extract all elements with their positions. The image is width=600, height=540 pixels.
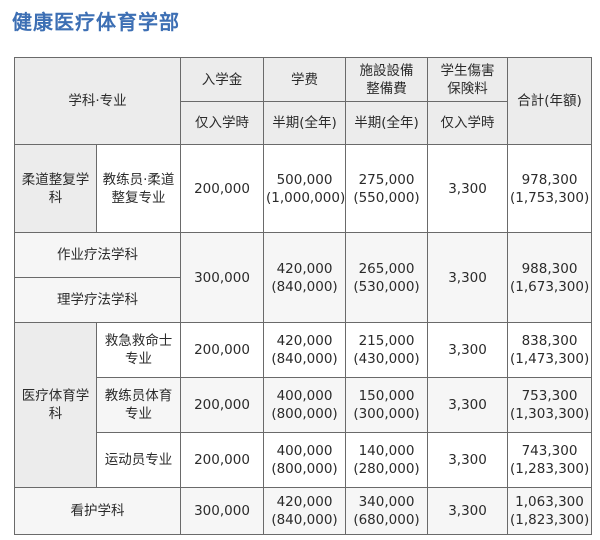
- admission-cell: 300,000: [180, 232, 265, 323]
- header-insurance-line2: 保険料: [447, 80, 488, 97]
- tuition-half: 500,000: [276, 171, 333, 188]
- facility-year: (530,000): [353, 278, 420, 295]
- tuition-cell: 400,000 (800,000): [263, 432, 347, 488]
- subheader-facility: 半期(全年): [345, 101, 429, 145]
- tuition-half: 420,000: [276, 260, 333, 277]
- header-dept: 学科·专业: [13, 57, 182, 145]
- admission-cell: 200,000: [180, 377, 265, 433]
- admission-cell: 200,000: [180, 144, 265, 233]
- admission-cell: 300,000: [180, 487, 265, 535]
- total-cell: 1,063,300 (1,823,300): [507, 487, 593, 535]
- facility-cell: 215,000 (430,000): [345, 322, 429, 378]
- tuition-cell: 420,000 (840,000): [263, 322, 347, 378]
- course-label: 运动员专业: [95, 432, 182, 488]
- tuition-year: (840,000): [271, 278, 338, 295]
- total-year: (1,473,300): [510, 351, 590, 367]
- insurance-cell: 3,300: [427, 144, 509, 233]
- table-row: 作业疗法学科 300,000 420,000 (840,000) 265,000…: [13, 232, 593, 323]
- insurance-cell: 3,300: [427, 487, 509, 535]
- dept-label: 理学疗法学科: [13, 277, 182, 323]
- tuition-half: 420,000: [276, 333, 333, 349]
- total-cell: 988,300 (1,673,300): [507, 232, 593, 323]
- total-year: (1,823,300): [510, 512, 590, 528]
- facility-year: (680,000): [353, 512, 420, 528]
- table-row: 运动员专业 200,000 400,000 (800,000) 140,000 …: [14, 432, 593, 488]
- course-label: 教练员体育专业: [95, 377, 182, 433]
- header-insurance: 学生傷害 保険料: [427, 57, 509, 102]
- facility-cell: 140,000 (280,000): [345, 432, 429, 488]
- table-row: 医疗体育学科 救急救命士专业 200,000 420,000 (840,000)…: [14, 322, 593, 488]
- tuition-year: (800,000): [271, 406, 338, 422]
- table-row: 看护学科 300,000 420,000 (840,000) 340,000 (…: [13, 487, 593, 535]
- total-half: 988,300: [521, 260, 578, 277]
- facility-year: (550,000): [353, 189, 420, 206]
- facility-year: (300,000): [353, 406, 420, 422]
- tuition-cell: 400,000 (800,000): [263, 377, 347, 433]
- header-total: 合計(年額): [507, 57, 593, 145]
- facility-cell: 265,000 (530,000): [345, 232, 429, 323]
- header-admission: 入学金: [180, 57, 265, 102]
- total-half: 838,300: [521, 333, 578, 349]
- insurance-cell: 3,300: [427, 232, 509, 323]
- tuition-cell: 420,000 (840,000): [263, 232, 347, 323]
- facility-cell: 150,000 (300,000): [345, 377, 429, 433]
- facility-half: 265,000: [358, 260, 415, 277]
- facility-cell: 275,000 (550,000): [345, 144, 429, 233]
- facility-year: (280,000): [353, 461, 420, 477]
- tuition-year: (1,000,000): [266, 189, 346, 206]
- facility-half: 340,000: [358, 494, 415, 510]
- dept-label: 看护学科: [13, 487, 182, 535]
- subheader-row: 仅入学時 半期(全年) 半期(全年) 仅入学時: [15, 101, 592, 145]
- course-label: 教练员·柔道整复专业: [95, 144, 182, 233]
- dept-label: 作业疗法学科: [13, 232, 182, 278]
- total-cell: 753,300 (1,303,300): [507, 377, 593, 433]
- admission-cell: 200,000: [180, 432, 265, 488]
- course-label: 救急救命士专业: [95, 322, 182, 378]
- total-cell: 838,300 (1,473,300): [507, 322, 593, 378]
- subheader-tuition: 半期(全年): [263, 101, 347, 145]
- tuition-half: 400,000: [276, 388, 333, 404]
- subheader-admission: 仅入学時: [180, 101, 265, 145]
- total-year: (1,283,300): [510, 461, 590, 477]
- page-title: 健康医疗体育学部: [12, 10, 180, 34]
- total-half: 978,300: [521, 171, 578, 188]
- header-row: 学科·专业 入学金 学费 施設設備 整備費 学生傷害 保険料 合計(年額): [13, 57, 593, 145]
- subheader-insurance: 仅入学時: [427, 101, 509, 145]
- total-half: 743,300: [521, 443, 578, 459]
- total-year: (1,753,300): [510, 189, 590, 206]
- table-row: 柔道整复学科 教练员·柔道整复专业 200,000 500,000 (1,000…: [14, 144, 593, 233]
- tuition-cell: 420,000 (840,000): [263, 487, 347, 535]
- facility-cell: 340,000 (680,000): [345, 487, 429, 535]
- insurance-cell: 3,300: [427, 377, 509, 433]
- tuition-year: (840,000): [271, 351, 338, 367]
- facility-half: 275,000: [358, 171, 415, 188]
- tuition-half: 420,000: [276, 494, 333, 510]
- header-insurance-line1: 学生傷害: [440, 62, 495, 79]
- header-facility-line1: 施設設備: [359, 62, 414, 79]
- insurance-cell: 3,300: [427, 432, 509, 488]
- fee-table: 学科·专业 入学金 学费 施設設備 整備費 学生傷害 保険料 合計(年額) 仅入…: [13, 57, 593, 535]
- facility-half: 150,000: [358, 388, 415, 404]
- tuition-cell: 500,000 (1,000,000): [263, 144, 347, 233]
- header-facility-line2: 整備費: [366, 80, 407, 97]
- total-year: (1,673,300): [510, 278, 590, 295]
- tuition-half: 400,000: [276, 443, 333, 459]
- group-label: 柔道整复学科: [14, 144, 97, 233]
- header-tuition: 学费: [263, 57, 347, 102]
- facility-half: 215,000: [358, 333, 415, 349]
- facility-year: (430,000): [353, 351, 420, 367]
- total-half: 1,063,300: [515, 494, 584, 510]
- facility-half: 140,000: [358, 443, 415, 459]
- tuition-year: (800,000): [271, 461, 338, 477]
- table-row: 教练员体育专业 200,000 400,000 (800,000) 150,00…: [14, 377, 593, 433]
- admission-cell: 200,000: [180, 322, 265, 378]
- total-year: (1,303,300): [510, 406, 590, 422]
- header-facility: 施設設備 整備費: [345, 57, 429, 102]
- tuition-year: (840,000): [271, 512, 338, 528]
- total-half: 753,300: [521, 388, 578, 404]
- insurance-cell: 3,300: [427, 322, 509, 378]
- total-cell: 978,300 (1,753,300): [507, 144, 593, 233]
- total-cell: 743,300 (1,283,300): [507, 432, 593, 488]
- group-label: 医疗体育学科: [14, 322, 97, 488]
